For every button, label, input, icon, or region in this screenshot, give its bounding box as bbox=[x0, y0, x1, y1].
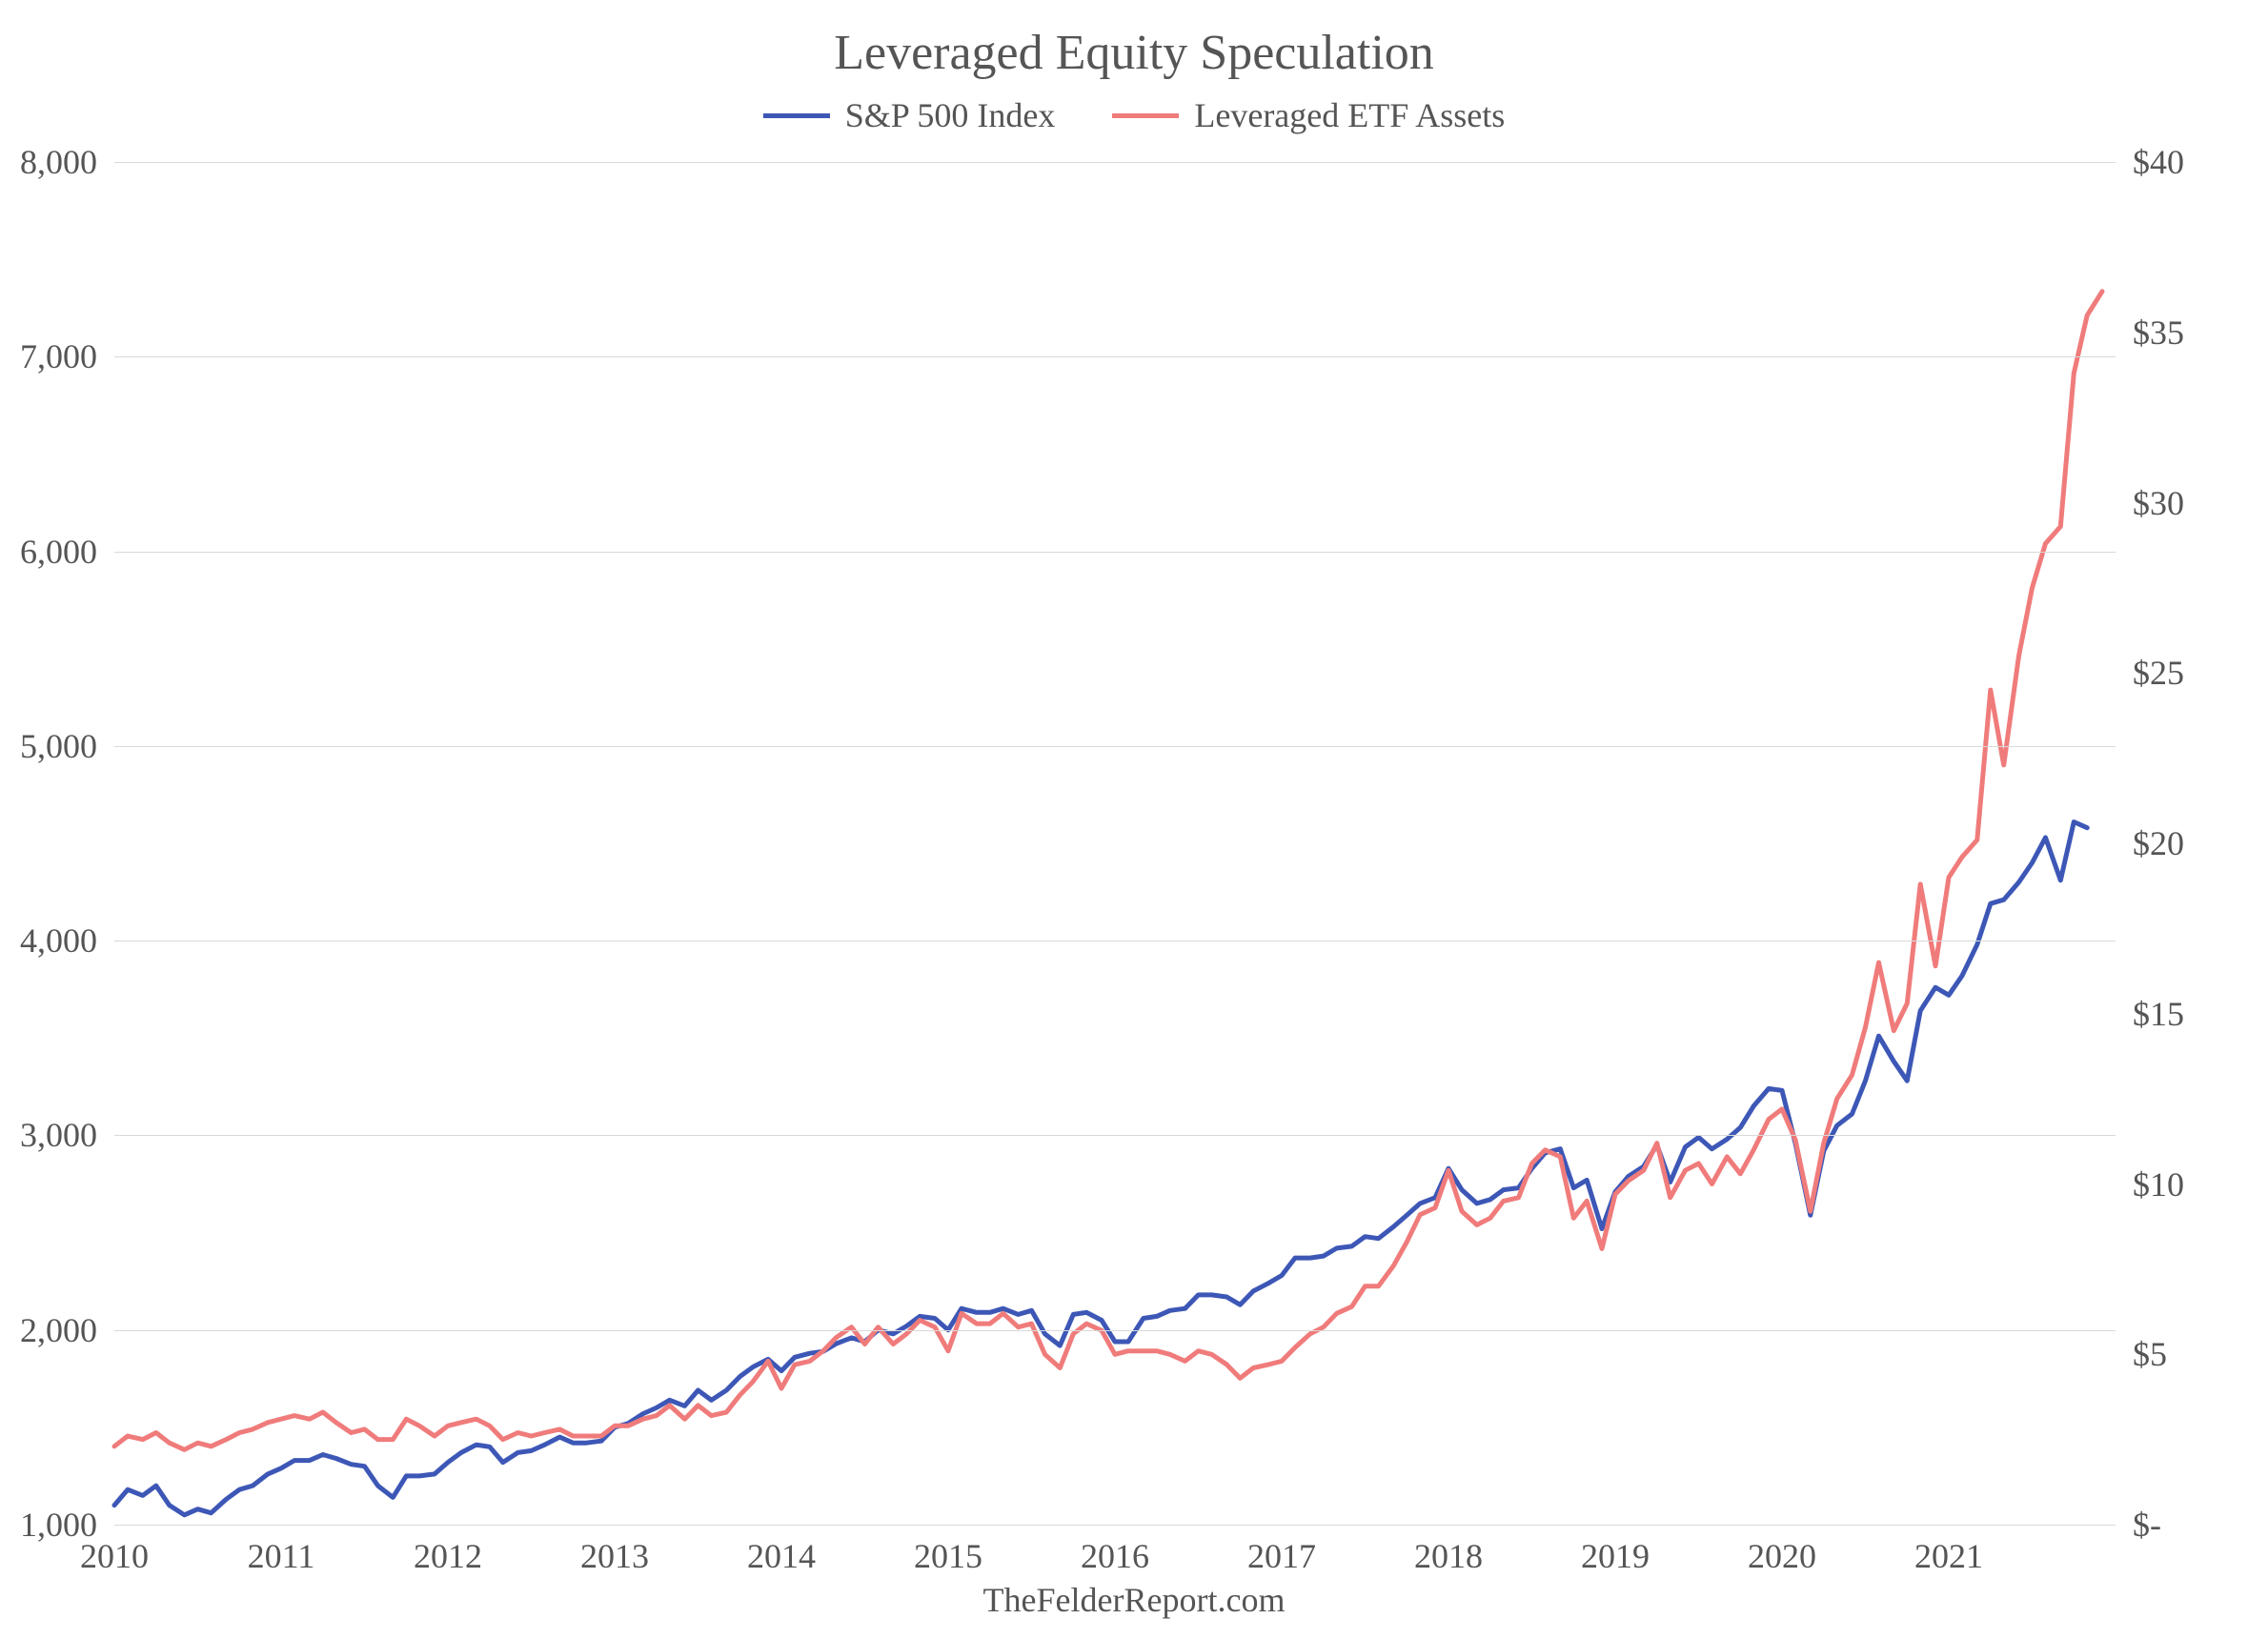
legend-swatch bbox=[1112, 113, 1179, 118]
gridline bbox=[114, 1330, 2116, 1331]
x-tick-label: 2020 bbox=[1748, 1536, 1816, 1576]
gridline bbox=[114, 356, 2116, 357]
y-right-tick-label: $30 bbox=[2133, 483, 2184, 523]
x-tick-label: 2016 bbox=[1081, 1536, 1149, 1576]
series-line bbox=[114, 822, 2087, 1515]
y-left-tick-label: 7,000 bbox=[0, 336, 97, 376]
y-left-tick-label: 8,000 bbox=[0, 142, 97, 182]
y-right-tick-label: $25 bbox=[2133, 653, 2184, 693]
legend-item: Leveraged ETF Assets bbox=[1112, 95, 1505, 135]
chart-title: Leveraged Equity Speculation bbox=[0, 25, 2268, 81]
chart-container: Leveraged Equity Speculation S&P 500 Ind… bbox=[0, 0, 2268, 1639]
y-left-tick-label: 4,000 bbox=[0, 921, 97, 961]
gridline bbox=[114, 552, 2116, 553]
gridline bbox=[114, 1135, 2116, 1136]
legend: S&P 500 Index Leveraged ETF Assets bbox=[0, 95, 2268, 135]
legend-item: S&P 500 Index bbox=[763, 95, 1056, 135]
y-left-tick-label: 6,000 bbox=[0, 532, 97, 572]
x-tick-label: 2011 bbox=[248, 1536, 315, 1576]
legend-label: Leveraged ETF Assets bbox=[1194, 95, 1505, 135]
gridline bbox=[114, 746, 2116, 747]
gridline bbox=[114, 162, 2116, 163]
x-tick-label: 2010 bbox=[80, 1536, 149, 1576]
plot-svg bbox=[114, 162, 2116, 1525]
x-tick-label: 2012 bbox=[414, 1536, 482, 1576]
x-tick-label: 2019 bbox=[1581, 1536, 1650, 1576]
x-tick-label: 2013 bbox=[580, 1536, 649, 1576]
gridline bbox=[114, 1525, 2116, 1526]
x-tick-label: 2014 bbox=[747, 1536, 816, 1576]
series-line bbox=[114, 292, 2102, 1450]
y-right-tick-label: $20 bbox=[2133, 823, 2184, 863]
y-right-tick-label: $40 bbox=[2133, 142, 2184, 182]
y-right-tick-label: $10 bbox=[2133, 1164, 2184, 1204]
y-left-tick-label: 3,000 bbox=[0, 1115, 97, 1155]
x-tick-label: 2015 bbox=[914, 1536, 982, 1576]
y-right-tick-label: $15 bbox=[2133, 994, 2184, 1034]
x-tick-label: 2017 bbox=[1247, 1536, 1316, 1576]
y-right-tick-label: $- bbox=[2133, 1505, 2161, 1545]
y-left-tick-label: 5,000 bbox=[0, 726, 97, 766]
x-tick-label: 2018 bbox=[1414, 1536, 1483, 1576]
x-tick-label: 2021 bbox=[1914, 1536, 1983, 1576]
y-left-tick-label: 2,000 bbox=[0, 1310, 97, 1350]
y-right-tick-label: $35 bbox=[2133, 313, 2184, 353]
chart-credit: TheFelderReport.com bbox=[0, 1580, 2268, 1620]
y-right-tick-label: $5 bbox=[2133, 1334, 2167, 1374]
legend-swatch bbox=[763, 113, 830, 118]
legend-label: S&P 500 Index bbox=[845, 95, 1056, 135]
plot-area bbox=[114, 162, 2116, 1525]
